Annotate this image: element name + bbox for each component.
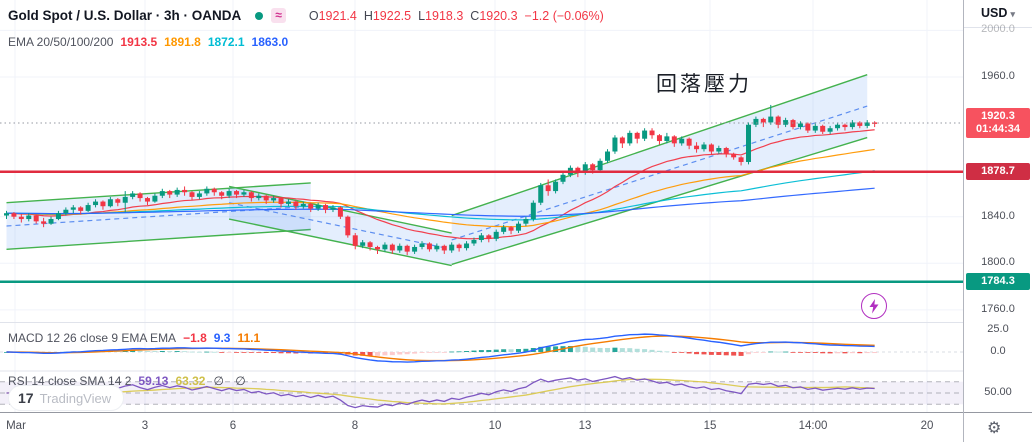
price-axis-label: 1840.0 (981, 209, 1015, 222)
macd-values: −1.8 9.3 11.1 (176, 329, 260, 347)
indicator-value: 63.32 (175, 374, 206, 388)
tradingview-logo-icon: 17 (18, 390, 34, 406)
ohlc-value: 1921.4 (318, 8, 357, 23)
ohlc-value: 1918.3 (425, 8, 464, 23)
time-axis-label: 3 (141, 420, 149, 432)
macd-axis-label: 0.0 (990, 345, 1006, 357)
price-axis-label: 2000.0 (981, 23, 1015, 36)
current-price-badge: 1920.3 01:44:34 (966, 108, 1030, 139)
price-axis-label: 1960.0 (981, 70, 1015, 82)
candles-layer (4, 104, 878, 256)
price-axis[interactable]: USD ▾ 2000.0 1960.0 1840.0 1800.0 1760.0 25.0 0… (964, 0, 1032, 412)
indicator-value: 1863.0 (251, 35, 289, 49)
ema-values: 1913.5 1891.8 1872.1 1863.0 (113, 33, 288, 51)
rsi-axis-label: 50.00 (984, 386, 1012, 398)
macd-pane (0, 333, 963, 363)
indicator-value: 1913.5 (120, 35, 158, 49)
rsi-pane (0, 375, 963, 409)
text-drawing-annotation[interactable]: 回落壓力 (656, 72, 752, 96)
tradingview-watermark-text: TradingView (39, 390, 112, 406)
price-level-badge: 1784.3 (966, 273, 1030, 291)
ohlc-value: 1920.3 (479, 8, 518, 23)
tradingview-watermark[interactable]: 17 TradingView (8, 385, 125, 411)
symbol-title[interactable]: Gold Spot / U.S. Dollar · 3h · OANDA (8, 8, 242, 23)
time-axis-label: Mar (6, 420, 26, 432)
time-axis-label: 6 (229, 420, 237, 432)
indicator-value: 1891.8 (164, 35, 201, 49)
time-axis-label: 10 (488, 420, 502, 432)
market-status-icon (255, 11, 264, 20)
indicator-value: 9.3 (213, 331, 231, 345)
spark-event-marker[interactable] (861, 293, 887, 319)
ohlc-values: O1921.4 H1922.5 L1918.3 C1920.3 (302, 9, 518, 23)
price-axis-separator (963, 0, 964, 442)
time-axis-label: 8 (351, 420, 359, 432)
macd-legend-row[interactable]: MACD 12 26 close 9 EMA EMA −1.8 9.3 11.1 (8, 329, 260, 347)
indicator-value: −1.8 (183, 331, 207, 345)
ohlc-label: C (470, 8, 480, 23)
time-axis[interactable]: Mar 3 6 8 10 13 15 14:00 20 (0, 412, 1032, 442)
chevron-down-icon: ▾ (1010, 9, 1015, 19)
currency-divider (964, 27, 1032, 28)
chart-canvas[interactable] (0, 0, 963, 412)
currency-label: USD (981, 6, 1008, 20)
parallel-channels (6, 74, 868, 267)
indicator-value: 59.13 (138, 374, 169, 388)
rsi-values: 59.13 63.32 (131, 372, 205, 390)
indicator-value: 11.1 (237, 331, 261, 345)
time-axis-label: 20 (920, 420, 934, 432)
macd-legend-label: MACD 12 26 close 9 EMA EMA (8, 331, 177, 345)
price-level-badge: 1878.7 (966, 163, 1030, 181)
ohlc-label: L (418, 8, 426, 23)
grid-lines (0, 0, 963, 412)
rsi-legend-label: RSI 14 close SMA 14 2 (8, 374, 132, 388)
time-axis-label: 14:00 (798, 420, 828, 432)
rsi-legend-row[interactable]: RSI 14 close SMA 14 2 59.13 63.32 ∅ ∅ (8, 372, 250, 390)
indicator-value: 1872.1 (207, 35, 245, 49)
price-change: −1.2 (−0.06%) (524, 8, 604, 23)
macd-axis-label: 25.0 (987, 323, 1009, 335)
time-axis-label: 15 (703, 420, 717, 432)
currency-selector[interactable]: USD ▾ (964, 6, 1032, 20)
price-levels (0, 122, 963, 283)
ema-legend-row[interactable]: EMA 20/50/100/200 1913.5 1891.8 1872.1 1863… (8, 33, 288, 51)
lightning-bolt-icon (869, 298, 879, 313)
settings-gear-icon[interactable]: ⚙ (987, 420, 1002, 437)
rsi-hidden-values: ∅ ∅ (213, 374, 250, 388)
ema-lines (6, 129, 875, 240)
ohlc-label: H (363, 8, 373, 23)
price-axis-label: 1800.0 (981, 256, 1015, 269)
approx-price-icon: ≈ (271, 8, 286, 23)
price-axis-label: 1760.0 (981, 302, 1015, 315)
ohlc-label: O (308, 8, 319, 23)
ema-legend-label: EMA 20/50/100/200 (8, 35, 114, 49)
ohlc-value: 1922.5 (372, 8, 412, 23)
symbol-legend-row[interactable]: Gold Spot / U.S. Dollar · 3h · OANDA ≈ O… (8, 8, 604, 23)
time-axis-label: 13 (578, 420, 592, 432)
